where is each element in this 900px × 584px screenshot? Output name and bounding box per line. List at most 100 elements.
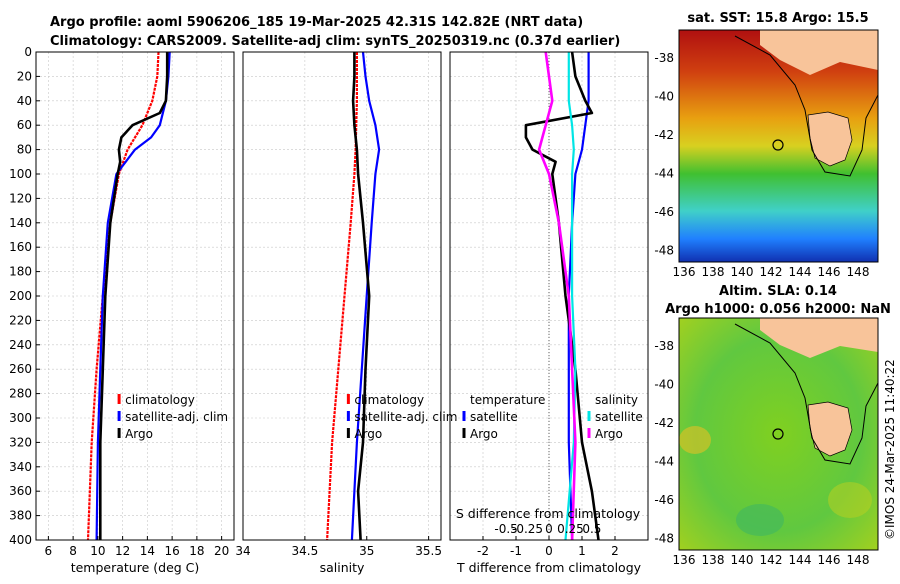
map-x-tick-label: 142 [760, 553, 783, 567]
sla-map: Altim. SLA: 0.14 Argo h1000: 0.056 h2000… [654, 284, 890, 567]
map-y-tick-label: -42 [654, 128, 674, 142]
series-argo [99, 52, 169, 540]
imos-stamp: ©IMOS 24-Mar-2025 11:40:22 [883, 359, 897, 540]
temperature-panel: 6 8 10 12 14 16 18 20 temperature (deg C) 0 20 40 60… [9, 45, 235, 575]
axes-box [242, 51, 442, 541]
map-y-tick-label: -48 [654, 244, 674, 258]
series-s-satellite [564, 52, 577, 540]
title-line-2: Climatology: CARS2009. Satellite-adj cli… [50, 34, 620, 49]
map-x-tick-label: 144 [789, 553, 812, 567]
legend-label: Argo [354, 427, 382, 441]
map-x-tick-label: 148 [847, 265, 870, 279]
series-satellite-adj-clim [350, 52, 381, 540]
s-tick-label: 0.5 [582, 522, 601, 536]
x-tick-label: 34.5 [292, 544, 319, 558]
legend-label: climatology [125, 393, 195, 407]
series-argo [351, 52, 371, 540]
y-tick-label: 140 [9, 216, 32, 230]
y-tick-label: 320 [9, 435, 32, 449]
sla-argo-marker [772, 428, 784, 440]
sla-anomaly [828, 482, 872, 518]
map-y-tick-label: -38 [654, 339, 674, 353]
s-tick-label: 0.25 [557, 522, 584, 536]
map-x-tick-label: 146 [818, 265, 841, 279]
y-tick-label: 400 [9, 533, 32, 547]
y-tick-label: 80 [17, 143, 32, 157]
salinity-panel: 34 34.5 35 35.5 salinity climatology satellite… [235, 51, 457, 575]
y-tick-label: 20 [17, 69, 32, 83]
series-t-satellite [567, 52, 590, 540]
title-line-1: Argo profile: aoml 5906206_185 19-Mar-20… [50, 15, 583, 30]
map-x-tick-label: 136 [673, 265, 696, 279]
sla-contour [734, 323, 879, 465]
sla-map-title-2: Argo h1000: 0.056 h2000: NaN [665, 302, 891, 317]
y-tick-label: 160 [9, 240, 32, 254]
s-axis-label: S difference from climatology [456, 506, 641, 521]
map-x-tick-label: 146 [818, 553, 841, 567]
sla-map-title-1: Altim. SLA: 0.14 [719, 284, 837, 299]
y-tick-label: 360 [9, 484, 32, 498]
map-x-tick-label: 144 [789, 265, 812, 279]
series-s-argo [537, 52, 577, 540]
sla-anomaly [679, 426, 711, 454]
map-y-tick-label: -46 [654, 493, 674, 507]
sst-frame [678, 29, 879, 263]
map-y-tick-label: -44 [654, 167, 674, 181]
map-x-tick-label: 138 [702, 265, 725, 279]
series-t-argo [524, 52, 600, 540]
s-tick-label: -0.25 [512, 522, 543, 536]
y-tick-label: 100 [9, 167, 32, 181]
y-tick-label: 40 [17, 94, 32, 108]
y-tick-label: 380 [9, 509, 32, 523]
y-tick-label: 260 [9, 362, 32, 376]
y-tick-label: 60 [17, 118, 32, 132]
legend-label: temperature [470, 393, 545, 407]
legend-label: salinity [595, 393, 638, 407]
x-axis-label: T difference from climatology [456, 560, 642, 575]
sla-mainland [760, 318, 878, 358]
x-tick-label: -1 [510, 544, 522, 558]
legend-label: satellite-adj. clim [354, 410, 457, 424]
x-tick-label: 18 [189, 544, 204, 558]
map-x-tick-label: 138 [702, 553, 725, 567]
x-tick-label: 16 [164, 544, 179, 558]
sst-tasmania [807, 111, 853, 167]
x-tick-label: 12 [115, 544, 130, 558]
map-y-tick-label: -40 [654, 378, 674, 392]
map-x-tick-label: 142 [760, 265, 783, 279]
x-axis-label: salinity [320, 560, 365, 575]
sst-map: sat. SST: 15.8 Argo: 15.5 -38 -40 -42 -44 -4… [654, 11, 879, 279]
map-y-tick-label: -40 [654, 90, 674, 104]
s-tick-label: 0 [545, 522, 553, 536]
map-x-tick-label: 140 [731, 265, 754, 279]
y-tick-label: 120 [9, 191, 32, 205]
x-tick-label: 2 [611, 544, 619, 558]
legend-label: Argo [125, 427, 153, 441]
y-tick-label: 300 [9, 411, 32, 425]
map-y-tick-label: -44 [654, 455, 674, 469]
s-tick-label: -0.5 [494, 522, 517, 536]
sst-contour [734, 35, 879, 177]
sst-argo-marker [772, 139, 784, 151]
legend-label: Argo [470, 427, 498, 441]
x-tick-label: 35.5 [415, 544, 442, 558]
x-tick-label: 1 [578, 544, 586, 558]
legend-label: Argo [595, 427, 623, 441]
legend-label: satellite-adj. clim [125, 410, 228, 424]
y-tick-label: 0 [24, 45, 32, 59]
x-tick-label: 14 [140, 544, 155, 558]
imos-stamp-text: ©IMOS 24-Mar-2025 11:40:22 [883, 359, 897, 540]
y-tick-label: 220 [9, 313, 32, 327]
x-tick-label: 6 [45, 544, 53, 558]
y-tick-label: 180 [9, 265, 32, 279]
map-x-tick-label: 136 [673, 553, 696, 567]
x-tick-label: 34 [235, 544, 250, 558]
sla-anomaly [736, 504, 784, 536]
map-x-tick-label: 140 [731, 553, 754, 567]
legend-label: climatology [354, 393, 424, 407]
legend-label: satellite [470, 410, 518, 424]
x-tick-label: 35 [359, 544, 374, 558]
x-tick-label: -2 [477, 544, 489, 558]
y-tick-label: 200 [9, 289, 32, 303]
x-tick-label: 8 [69, 544, 77, 558]
